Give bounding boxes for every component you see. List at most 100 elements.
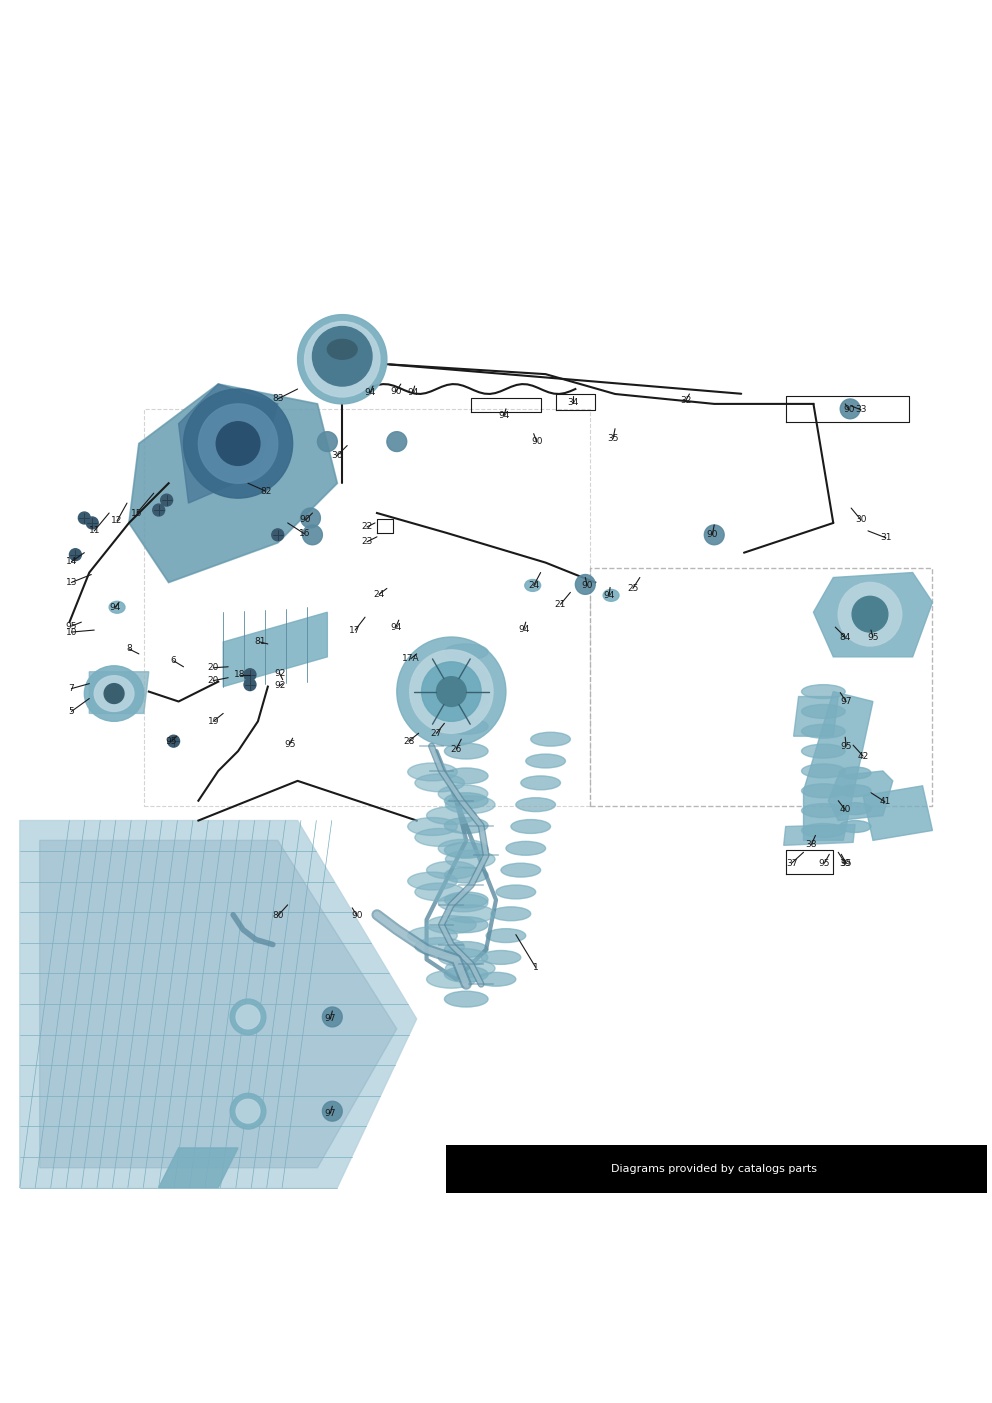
- Text: 42: 42: [857, 752, 869, 760]
- Polygon shape: [223, 612, 327, 686]
- Text: 95: 95: [284, 739, 296, 749]
- Ellipse shape: [327, 340, 357, 359]
- Text: 97: 97: [324, 1108, 336, 1118]
- Text: 10: 10: [65, 627, 77, 637]
- Ellipse shape: [802, 765, 845, 777]
- Ellipse shape: [305, 321, 380, 397]
- Text: 31: 31: [880, 533, 892, 543]
- Ellipse shape: [444, 644, 488, 659]
- Ellipse shape: [802, 744, 845, 758]
- Polygon shape: [40, 840, 397, 1167]
- Ellipse shape: [445, 796, 495, 814]
- Text: 41: 41: [879, 797, 891, 807]
- Ellipse shape: [236, 1100, 260, 1122]
- Text: 90: 90: [531, 438, 543, 446]
- Ellipse shape: [438, 948, 488, 967]
- Polygon shape: [20, 821, 417, 1187]
- Ellipse shape: [104, 683, 124, 703]
- Text: 40: 40: [839, 805, 851, 814]
- Text: 8: 8: [126, 644, 132, 654]
- Text: 92: 92: [274, 669, 286, 678]
- Ellipse shape: [852, 596, 888, 633]
- Text: 28: 28: [403, 737, 415, 745]
- Ellipse shape: [322, 1101, 342, 1121]
- Text: 1: 1: [533, 962, 539, 972]
- Text: 6: 6: [171, 657, 177, 665]
- Ellipse shape: [839, 767, 871, 779]
- Text: 5: 5: [68, 707, 74, 716]
- Ellipse shape: [516, 798, 556, 811]
- Text: 30: 30: [855, 515, 867, 525]
- Polygon shape: [813, 572, 932, 657]
- Text: 90: 90: [351, 912, 363, 920]
- Ellipse shape: [444, 867, 488, 882]
- Ellipse shape: [438, 839, 488, 857]
- Text: 12: 12: [111, 516, 123, 526]
- Text: 95: 95: [65, 622, 77, 630]
- Text: 17: 17: [349, 626, 361, 634]
- Ellipse shape: [496, 885, 536, 899]
- Text: 25: 25: [627, 584, 639, 593]
- Ellipse shape: [839, 803, 871, 815]
- Ellipse shape: [422, 662, 481, 721]
- Ellipse shape: [168, 735, 180, 748]
- Ellipse shape: [272, 529, 284, 540]
- Ellipse shape: [78, 512, 90, 523]
- Ellipse shape: [408, 927, 457, 944]
- Text: 34: 34: [567, 398, 579, 407]
- Text: Diagrams provided by catalogs parts: Diagrams provided by catalogs parts: [611, 1163, 817, 1174]
- FancyBboxPatch shape: [446, 1145, 987, 1193]
- Text: 94: 94: [364, 389, 376, 397]
- Ellipse shape: [387, 432, 407, 452]
- Ellipse shape: [410, 650, 493, 734]
- Text: 80: 80: [272, 912, 284, 920]
- Ellipse shape: [427, 861, 476, 880]
- Ellipse shape: [438, 894, 488, 912]
- Text: 23: 23: [361, 537, 373, 546]
- Ellipse shape: [436, 676, 466, 707]
- Text: 39: 39: [839, 859, 851, 867]
- Ellipse shape: [230, 999, 266, 1035]
- Ellipse shape: [839, 821, 871, 832]
- Ellipse shape: [445, 850, 495, 868]
- Polygon shape: [159, 1148, 238, 1187]
- Ellipse shape: [301, 508, 320, 528]
- Ellipse shape: [184, 389, 293, 498]
- Ellipse shape: [303, 525, 322, 544]
- Ellipse shape: [244, 679, 256, 690]
- Ellipse shape: [84, 666, 144, 721]
- Ellipse shape: [481, 950, 521, 964]
- Ellipse shape: [216, 422, 260, 466]
- Text: 94: 94: [109, 603, 121, 612]
- Ellipse shape: [476, 972, 516, 986]
- Text: 82: 82: [260, 487, 272, 495]
- Ellipse shape: [506, 842, 546, 856]
- Text: 20: 20: [207, 676, 219, 685]
- Polygon shape: [179, 384, 278, 504]
- Ellipse shape: [415, 774, 464, 791]
- Ellipse shape: [427, 916, 476, 933]
- Text: 95: 95: [867, 633, 879, 641]
- Ellipse shape: [444, 718, 488, 734]
- Ellipse shape: [802, 685, 845, 699]
- Text: 38: 38: [806, 840, 817, 849]
- Ellipse shape: [444, 669, 488, 685]
- Ellipse shape: [840, 398, 860, 418]
- Ellipse shape: [802, 824, 845, 838]
- Ellipse shape: [408, 763, 457, 781]
- Ellipse shape: [491, 906, 531, 920]
- Ellipse shape: [444, 892, 488, 908]
- Text: 33: 33: [855, 405, 867, 414]
- Ellipse shape: [444, 793, 488, 808]
- Text: 83: 83: [272, 394, 284, 404]
- Text: 21: 21: [555, 600, 566, 609]
- Text: 95: 95: [166, 737, 178, 745]
- Ellipse shape: [444, 744, 488, 759]
- Ellipse shape: [445, 905, 495, 923]
- Text: 35: 35: [607, 434, 619, 443]
- Ellipse shape: [486, 929, 526, 943]
- Polygon shape: [794, 696, 838, 737]
- Ellipse shape: [525, 579, 541, 592]
- Text: 13: 13: [65, 578, 77, 586]
- Ellipse shape: [802, 784, 845, 798]
